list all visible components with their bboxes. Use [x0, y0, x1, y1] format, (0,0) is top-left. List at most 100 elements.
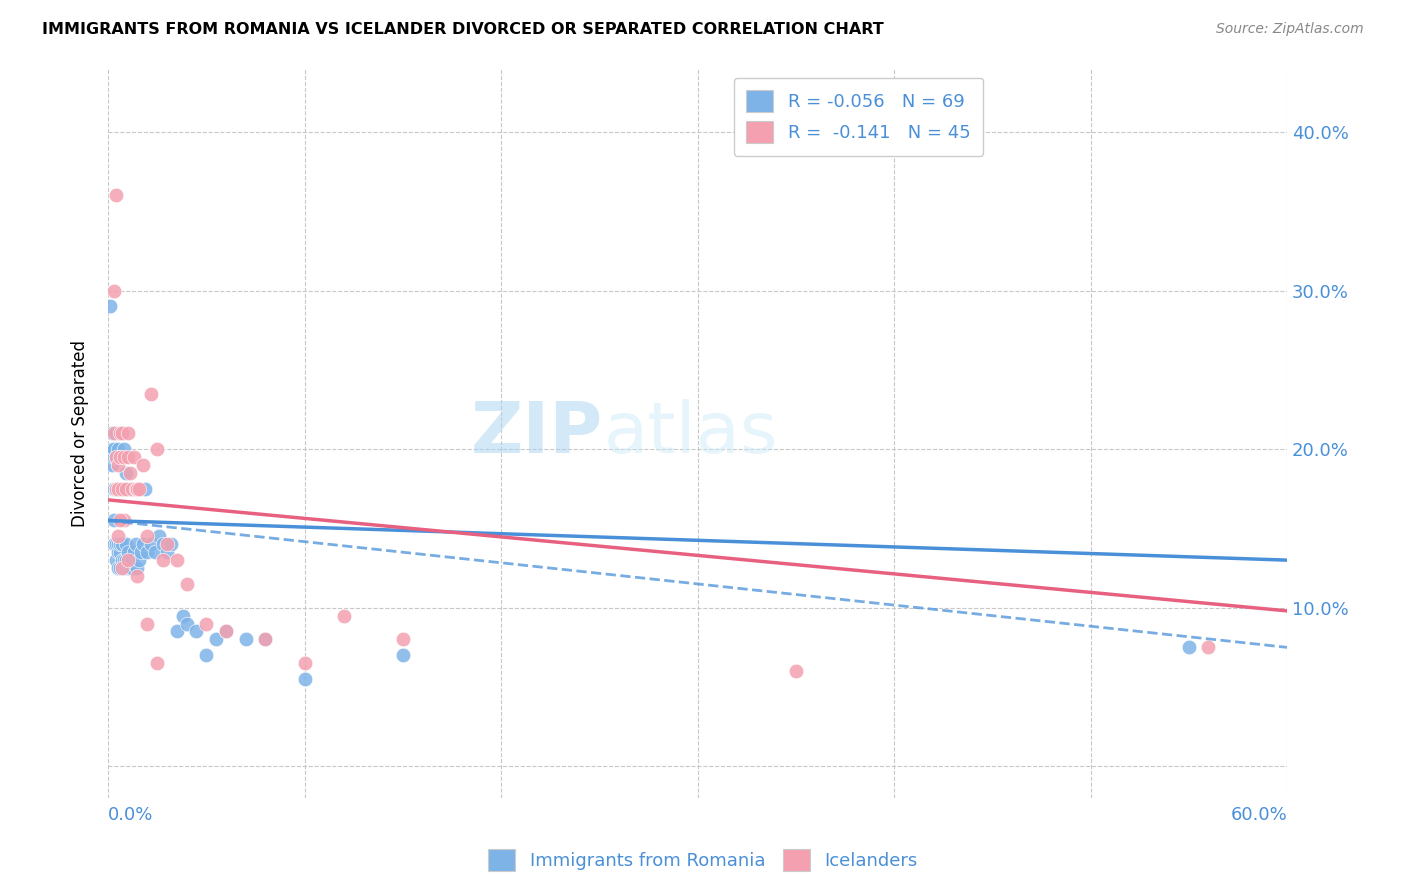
Point — [132, 458, 155, 472]
Y-axis label: Divorced or Separated: Divorced or Separated — [72, 340, 89, 527]
Point — [114, 466, 136, 480]
Point — [107, 442, 129, 457]
Point — [104, 188, 127, 202]
Point — [124, 537, 146, 551]
Point — [107, 482, 129, 496]
Point — [176, 616, 198, 631]
Point — [117, 545, 139, 559]
Point — [146, 657, 169, 671]
Point — [104, 450, 127, 464]
Point — [148, 529, 170, 543]
Point — [103, 450, 125, 464]
Point — [785, 664, 807, 678]
Point — [107, 561, 129, 575]
Point — [117, 450, 139, 464]
Point — [294, 657, 316, 671]
Point — [118, 482, 141, 496]
Point — [111, 426, 134, 441]
Point — [111, 482, 134, 496]
Legend: R = -0.056   N = 69, R =  -0.141   N = 45: R = -0.056 N = 69, R = -0.141 N = 45 — [734, 78, 983, 156]
Point — [128, 482, 150, 496]
Point — [391, 632, 413, 647]
Point — [215, 624, 238, 639]
Point — [186, 624, 208, 639]
Point — [254, 632, 277, 647]
Point — [127, 561, 149, 575]
Point — [136, 616, 159, 631]
Point — [132, 537, 155, 551]
Point — [156, 545, 179, 559]
Point — [107, 529, 129, 543]
Point — [117, 482, 139, 496]
Point — [101, 442, 124, 457]
Point — [117, 553, 139, 567]
Point — [117, 426, 139, 441]
Point — [141, 386, 163, 401]
Point — [103, 284, 125, 298]
Point — [172, 608, 194, 623]
Text: Source: ZipAtlas.com: Source: ZipAtlas.com — [1216, 22, 1364, 37]
Point — [131, 545, 153, 559]
Point — [112, 442, 135, 457]
Point — [111, 426, 134, 441]
Point — [333, 608, 356, 623]
Point — [118, 561, 141, 575]
Point — [111, 482, 134, 496]
Point — [143, 545, 166, 559]
Point — [156, 537, 179, 551]
Point — [160, 537, 183, 551]
Point — [108, 426, 131, 441]
Point — [215, 624, 238, 639]
Point — [176, 577, 198, 591]
Point — [121, 561, 143, 575]
Point — [108, 514, 131, 528]
Point — [128, 553, 150, 567]
Point — [101, 426, 124, 441]
Point — [101, 458, 124, 472]
Point — [114, 561, 136, 575]
Point — [103, 442, 125, 457]
Point — [152, 553, 174, 567]
Point — [107, 545, 129, 559]
Point — [122, 450, 145, 464]
Point — [111, 561, 134, 575]
Point — [104, 537, 127, 551]
Point — [235, 632, 257, 647]
Point — [104, 553, 127, 567]
Point — [117, 561, 139, 575]
Point — [104, 426, 127, 441]
Point — [107, 482, 129, 496]
Point — [122, 545, 145, 559]
Point — [195, 616, 218, 631]
Point — [112, 553, 135, 567]
Point — [104, 450, 127, 464]
Point — [166, 553, 188, 567]
Point — [108, 482, 131, 496]
Point — [107, 537, 129, 551]
Point — [108, 545, 131, 559]
Point — [103, 537, 125, 551]
Point — [98, 299, 121, 313]
Point — [146, 442, 169, 457]
Point — [114, 537, 136, 551]
Point — [108, 450, 131, 464]
Point — [121, 553, 143, 567]
Point — [103, 514, 125, 528]
Legend: Immigrants from Romania, Icelanders: Immigrants from Romania, Icelanders — [481, 842, 925, 879]
Point — [127, 482, 149, 496]
Point — [107, 458, 129, 472]
Point — [205, 632, 228, 647]
Point — [104, 482, 127, 496]
Point — [114, 553, 136, 567]
Point — [136, 529, 159, 543]
Point — [108, 537, 131, 551]
Point — [134, 482, 156, 496]
Point — [1178, 640, 1201, 655]
Text: IMMIGRANTS FROM ROMANIA VS ICELANDER DIVORCED OR SEPARATED CORRELATION CHART: IMMIGRANTS FROM ROMANIA VS ICELANDER DIV… — [42, 22, 884, 37]
Point — [114, 482, 136, 496]
Point — [108, 561, 131, 575]
Point — [111, 537, 134, 551]
Point — [195, 648, 218, 663]
Point — [121, 482, 143, 496]
Point — [111, 553, 134, 567]
